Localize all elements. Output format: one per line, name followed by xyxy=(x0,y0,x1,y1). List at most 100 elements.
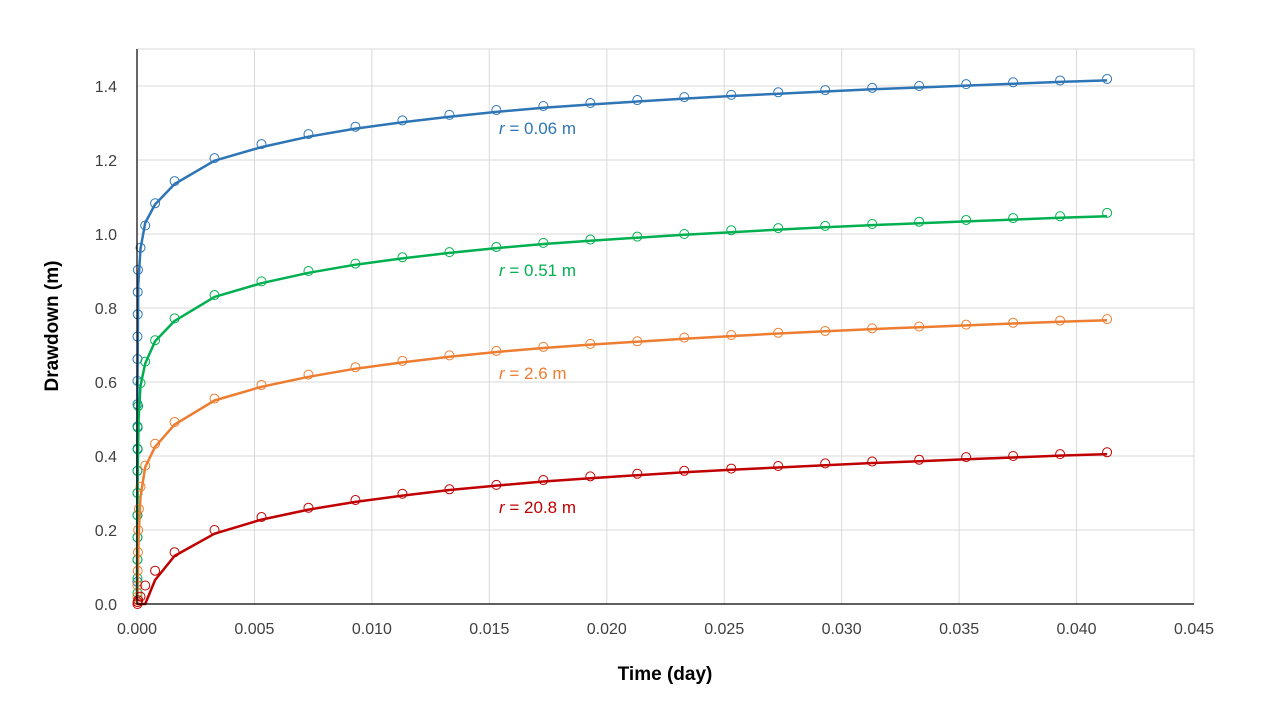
x-tick-label: 0.000 xyxy=(117,621,157,638)
observed-point xyxy=(133,503,144,514)
observed-point xyxy=(726,330,737,341)
observed-point xyxy=(491,105,502,116)
observed-point xyxy=(135,242,146,253)
observed-point xyxy=(350,495,361,506)
observed-point xyxy=(585,234,596,245)
observed-point xyxy=(585,471,596,482)
observed-point xyxy=(140,220,151,231)
observed-point xyxy=(679,92,690,103)
series-3 xyxy=(132,447,1113,609)
observed-point xyxy=(820,85,831,96)
observed-point xyxy=(820,325,831,336)
observed-point xyxy=(632,231,643,242)
observed-point xyxy=(132,287,143,298)
observed-point xyxy=(1008,317,1019,328)
observed-point xyxy=(632,95,643,106)
observed-point xyxy=(1055,315,1066,326)
observed-point xyxy=(1008,77,1019,88)
observed-point xyxy=(1055,449,1066,460)
observed-point xyxy=(867,219,878,230)
observed-point xyxy=(1102,73,1113,84)
observed-point xyxy=(209,153,220,164)
model-line xyxy=(137,452,1108,606)
observed-point xyxy=(256,276,267,287)
observed-point xyxy=(133,525,144,535)
observed-point xyxy=(140,580,151,591)
x-tick-label: 0.005 xyxy=(234,621,274,638)
observed-point xyxy=(679,332,690,343)
observed-point xyxy=(150,565,161,576)
y-tick-label: 0.4 xyxy=(95,449,117,466)
observed-point xyxy=(209,393,220,404)
observed-point xyxy=(303,266,314,276)
model-line xyxy=(135,79,1108,605)
observed-point xyxy=(132,565,143,576)
observed-point xyxy=(491,241,502,252)
series-label: r = 2.6 m xyxy=(499,364,567,383)
series-label: r = 0.06 m xyxy=(499,119,576,138)
series-group xyxy=(132,73,1113,609)
plot-area-border xyxy=(136,48,1195,605)
observed-point xyxy=(961,319,972,330)
observed-point xyxy=(1102,207,1113,218)
observed-point xyxy=(132,547,143,558)
y-tick-label: 0.0 xyxy=(95,597,117,614)
observed-point xyxy=(632,336,643,347)
observed-point xyxy=(397,355,408,366)
observed-point xyxy=(867,323,878,334)
observed-point xyxy=(169,416,180,427)
observed-point xyxy=(773,87,784,98)
observed-point xyxy=(133,401,144,412)
series-label: r = 0.51 m xyxy=(499,261,576,280)
observed-point xyxy=(726,463,737,474)
observed-point xyxy=(679,465,690,476)
observed-point xyxy=(350,258,361,269)
observed-point xyxy=(961,452,972,463)
observed-point xyxy=(1055,75,1066,86)
observed-point xyxy=(350,362,361,373)
model-line xyxy=(135,318,1108,605)
observed-point xyxy=(444,247,455,258)
x-tick-label: 0.040 xyxy=(1057,621,1097,638)
observed-point xyxy=(914,454,925,465)
observed-point xyxy=(914,216,925,227)
observed-point xyxy=(585,338,596,349)
observed-point xyxy=(150,438,161,449)
observed-point xyxy=(303,129,314,140)
observed-point xyxy=(773,460,784,471)
observed-point xyxy=(679,229,690,239)
y-axis-title: Drawdown (m) xyxy=(42,261,63,392)
observed-point xyxy=(140,460,151,471)
observed-point xyxy=(726,89,737,100)
observed-point xyxy=(914,81,925,91)
observed-point xyxy=(256,512,267,523)
observed-point xyxy=(538,475,549,486)
observed-point xyxy=(256,139,267,150)
observed-point xyxy=(867,82,878,93)
observed-point xyxy=(1102,447,1113,458)
y-tick-label: 0.2 xyxy=(95,523,117,540)
y-tick-labels: 0.0 0.2 0.4 0.6 0.8 1.0 1.2 1.4 xyxy=(95,79,117,614)
x-axis-title: Time (day) xyxy=(618,664,713,685)
observed-point xyxy=(169,176,180,187)
observed-point xyxy=(726,225,737,236)
gridlines xyxy=(136,49,1195,605)
observed-point xyxy=(1008,451,1019,461)
observed-point xyxy=(135,378,146,389)
x-tick-label: 0.030 xyxy=(822,621,862,638)
y-tick-label: 1.0 xyxy=(95,227,117,244)
observed-point xyxy=(820,220,831,231)
observed-point xyxy=(538,100,549,111)
observed-point xyxy=(150,335,161,346)
x-tick-label: 0.045 xyxy=(1174,621,1214,638)
observed-point xyxy=(397,115,408,126)
observed-point xyxy=(303,502,314,513)
observed-point xyxy=(132,422,143,433)
observed-point xyxy=(135,591,146,602)
y-tick-label: 1.4 xyxy=(95,79,117,96)
observed-point xyxy=(132,444,143,455)
series-0 xyxy=(132,73,1113,605)
x-tick-label: 0.020 xyxy=(587,621,627,638)
observed-point xyxy=(914,321,925,332)
observed-point xyxy=(444,109,455,120)
